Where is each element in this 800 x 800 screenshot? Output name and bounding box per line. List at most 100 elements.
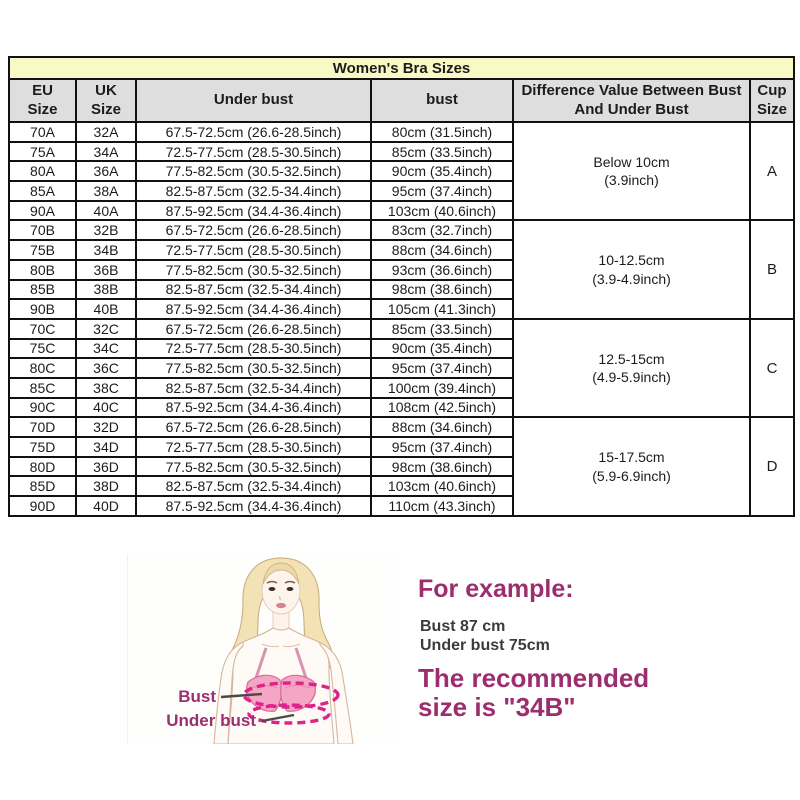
bust-cell: 100cm (39.4inch) (370, 376, 514, 399)
bust-cell: 95cm (37.4inch) (370, 357, 514, 379)
table-row: 75B 34B 72.5-77.5cm (28.5-30.5inch) 88cm (3… (8, 239, 794, 261)
bust-cell: 80cm (31.5inch) (370, 121, 514, 143)
under-bust-cell: 72.5-77.5cm (28.5-30.5inch) (135, 239, 372, 261)
table-row: 85C 38C 82.5-87.5cm (32.5-34.4inch) 100cm (… (8, 376, 794, 399)
eu-size-cell: 75C (8, 337, 77, 360)
under-bust-cell: 82.5-87.5cm (32.5-34.4inch) (135, 278, 372, 301)
eu-size-cell: 80C (8, 357, 77, 379)
under-bust-label: Under bust (166, 711, 256, 730)
uk-size-cell: 40C (75, 396, 137, 419)
col-header-bust: bust (370, 78, 514, 123)
table-row: 70C 32C 67.5-72.5cm (26.6-28.5inch) 85cm (3… (8, 317, 796, 419)
cup-size-cell: D (748, 416, 796, 517)
under-bust-pointer-line (261, 713, 295, 723)
table-row: 75C 34C 72.5-77.5cm (28.5-30.5inch) 90cm (3… (8, 337, 794, 360)
bra-cup-shading (251, 685, 311, 689)
eu-size-cell: 70A (8, 121, 77, 143)
under-bust-cell: 87.5-92.5cm (34.4-36.4inch) (135, 199, 372, 222)
under-bust-measure-ellipse (247, 703, 331, 725)
uk-size-cell: 40D (75, 495, 137, 517)
bust-cell: 85cm (33.5inch) (370, 317, 514, 340)
under-bust-cell: 77.5-82.5cm (30.5-32.5inch) (135, 160, 372, 183)
uk-size-cell: 32B (75, 219, 137, 242)
under-bust-cell: 67.5-72.5cm (26.6-28.5inch) (135, 317, 372, 340)
uk-size-cell: 34B (75, 239, 137, 261)
bust-label: Bust (178, 687, 216, 706)
bust-measure-ellipse (242, 681, 340, 709)
difference-cell: 12.5-15cm (4.9-5.9inch) (512, 317, 751, 419)
table-row: 90B 40B 87.5-92.5cm (34.4-36.4inch) 105cm (… (8, 298, 794, 320)
difference-cell: 10-12.5cm (3.9-4.9inch) (512, 219, 751, 320)
uk-size-cell: 40A (75, 199, 137, 222)
uk-size-cell: 32A (75, 121, 137, 143)
right-eye (286, 587, 294, 591)
under-bust-cell: 82.5-87.5cm (32.5-34.4inch) (135, 475, 372, 498)
eu-size-cell: 90C (8, 396, 77, 419)
col-header-difference: Difference Value Between Bust And Under … (512, 78, 751, 123)
uk-size-cell: 36C (75, 357, 137, 379)
uk-size-cell: 34C (75, 337, 137, 360)
eu-size-cell: 80B (8, 258, 77, 281)
under-bust-cell: 67.5-72.5cm (26.6-28.5inch) (135, 219, 372, 242)
bra-size-table: Women's Bra Sizes EU Size UK Size Under … (7, 56, 796, 517)
table-row: 75D 34D 72.5-77.5cm (28.5-30.5inch) 95cm (3… (8, 436, 794, 458)
uk-size-cell: 40B (75, 298, 137, 320)
bust-cell: 88cm (34.6inch) (370, 416, 514, 438)
uk-size-cell: 34A (75, 140, 137, 163)
bust-cell: 98cm (38.6inch) (370, 455, 514, 478)
table-row: 70B 32B 67.5-72.5cm (26.6-28.5inch) 83cm (3… (8, 219, 796, 320)
eu-size-cell: 75A (8, 140, 77, 163)
eu-size-cell: 75B (8, 239, 77, 261)
table-row: 80C 36C 77.5-82.5cm (30.5-32.5inch) 95cm (3… (8, 357, 794, 379)
table-row: 70D 32D 67.5-72.5cm (26.6-28.5inch) 88cm (3… (8, 416, 796, 517)
table-row: 70A 32A 67.5-72.5cm (26.6-28.5inch) 80cm (3… (8, 120, 796, 222)
eu-size-cell: 85B (8, 278, 77, 301)
under-bust-cell: 67.5-72.5cm (26.6-28.5inch) (135, 121, 372, 143)
table-header-row: EU Size UK Size Under bust bust Differen… (8, 78, 796, 123)
eu-size-cell: 70B (8, 219, 77, 242)
bust-pointer-line (220, 692, 263, 699)
eu-size-cell: 75D (8, 436, 77, 458)
lips (276, 602, 286, 609)
example-bust-line: Bust 87 cm (420, 618, 506, 635)
under-bust-cell: 82.5-87.5cm (32.5-34.4inch) (135, 376, 372, 399)
eu-size-cell: 85D (8, 475, 77, 498)
uk-size-cell: 38A (75, 180, 137, 202)
under-bust-cell: 72.5-77.5cm (28.5-30.5inch) (135, 140, 372, 163)
uk-size-cell: 36A (75, 160, 137, 183)
woman-sketch-illustration: Bust Under bust (166, 557, 354, 744)
uk-size-cell: 34D (75, 436, 137, 458)
left-eye (268, 587, 276, 591)
col-header-eu-size: EU Size (8, 78, 77, 123)
uk-size-cell: 36B (75, 258, 137, 281)
col-header-cup-size: Cup Size (748, 78, 796, 123)
table-row: 85B 38B 82.5-87.5cm (32.5-34.4inch) 98cm (3… (8, 278, 794, 301)
uk-size-cell: 32C (75, 317, 137, 340)
bust-cell: 93cm (36.6inch) (370, 258, 514, 281)
under-bust-cell: 82.5-87.5cm (32.5-34.4inch) (135, 180, 372, 202)
uk-size-cell: 38C (75, 376, 137, 399)
cup-size-cell: B (748, 219, 796, 320)
nose-line (279, 595, 282, 601)
bust-cell: 105cm (41.3inch) (370, 298, 514, 320)
uk-size-cell: 38B (75, 278, 137, 301)
bra-measurement-diagram: Bust Under bust (127, 554, 394, 744)
eu-size-cell: 90D (8, 495, 77, 517)
eyebrows (266, 580, 296, 584)
table-row: 85A 38A 82.5-87.5cm (32.5-34.4inch) 95cm (3… (8, 180, 794, 202)
left-arm-shape (213, 641, 244, 744)
eu-size-cell: 90A (8, 199, 77, 222)
under-bust-cell: 77.5-82.5cm (30.5-32.5inch) (135, 357, 372, 379)
table-row: 75A 34A 72.5-77.5cm (28.5-30.5inch) 85cm (3… (8, 140, 794, 163)
table-row: 90D 40D 87.5-92.5cm (34.4-36.4inch) 110cm (… (8, 495, 794, 517)
size-table-body: 70A 32A 67.5-72.5cm (26.6-28.5inch) 80cm (3… (8, 120, 796, 517)
example-block: For example: Bust 87 cm Under bust 75cm … (418, 575, 778, 722)
col-header-uk-size: UK Size (75, 78, 137, 123)
bust-cell: 90cm (35.4inch) (370, 337, 514, 360)
under-bust-cell: 77.5-82.5cm (30.5-32.5inch) (135, 258, 372, 281)
under-bust-cell: 67.5-72.5cm (26.6-28.5inch) (135, 416, 372, 438)
bust-cell: 85cm (33.5inch) (370, 140, 514, 163)
eu-size-cell: 80A (8, 160, 77, 183)
eu-size-cell: 70D (8, 416, 77, 438)
bust-cell: 98cm (38.6inch) (370, 278, 514, 301)
